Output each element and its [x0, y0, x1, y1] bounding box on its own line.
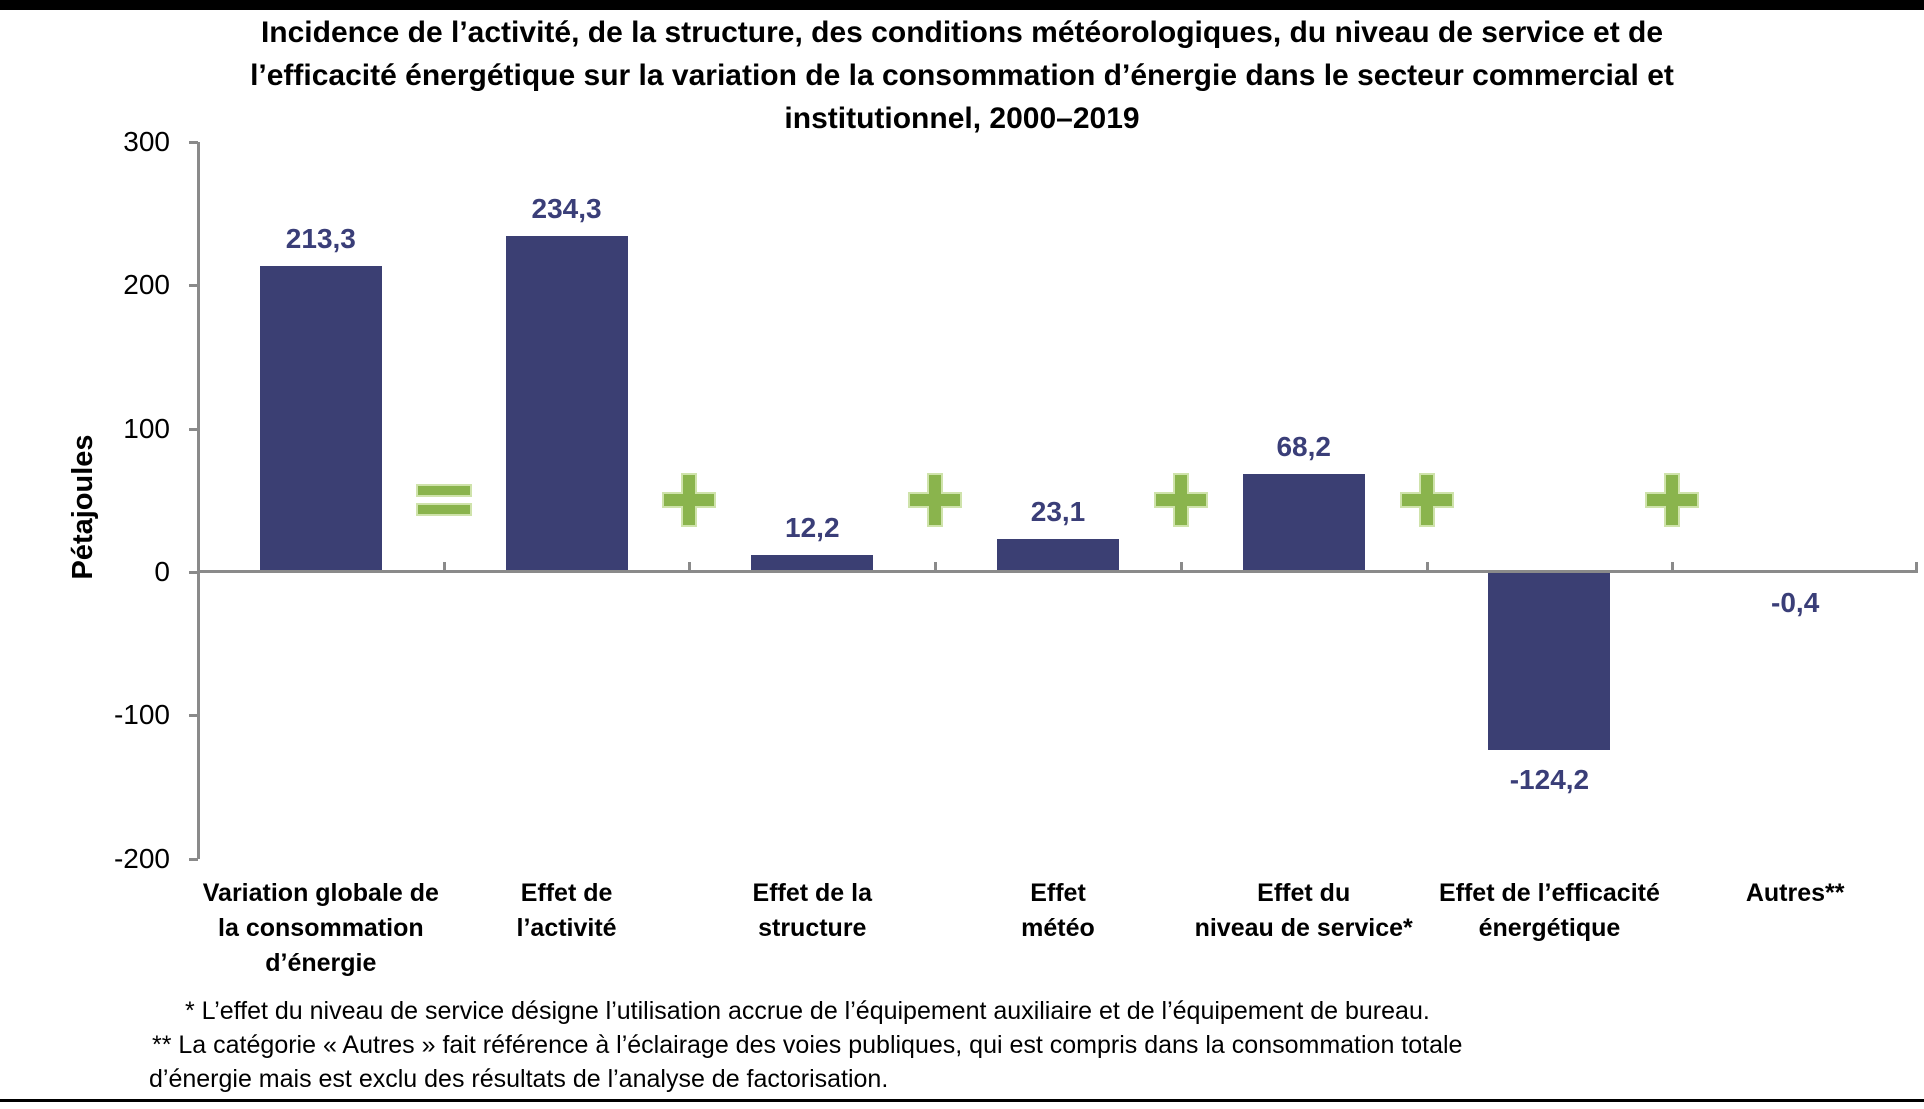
value-label-5: 68,2: [1276, 431, 1331, 463]
y-axis-line: [197, 142, 200, 859]
bar-5: [1242, 474, 1365, 572]
y-axis-title: Pétajoules: [67, 434, 99, 580]
value-label-7: -0,4: [1771, 587, 1820, 618]
x-axis-tick: [442, 562, 446, 572]
footnote-line-1: * L’effet du niveau de service désigne l…: [185, 997, 1430, 1025]
x-axis-tick: [934, 562, 938, 572]
x-axis-line: [197, 570, 1918, 573]
bar-4: [997, 538, 1119, 572]
category-label-6: Effet de l’efficacité: [1438, 879, 1660, 907]
y-axis-tick: [189, 857, 198, 861]
category-label-6: énergétique: [1478, 914, 1621, 942]
x-axis-tick: [1425, 562, 1429, 572]
y-axis-tick: [189, 141, 198, 144]
category-label-5: niveau de service*: [1194, 914, 1413, 942]
category-label-4: météo: [1021, 914, 1095, 942]
equals-bar: [415, 503, 472, 516]
top-border: [0, 0, 1924, 10]
y-tick-label: 100: [123, 412, 170, 444]
value-label-4: 23,1: [1030, 495, 1086, 527]
value-label-6: -124,2: [1509, 764, 1590, 796]
category-label-5: Effet du: [1257, 879, 1351, 907]
footnote-line-2: ** La catégorie « Autres » fait référenc…: [152, 1031, 1463, 1059]
category-label-2: Effet de: [520, 879, 613, 907]
plus-operator-icon: [908, 473, 963, 527]
plus-operator-icon: [1399, 473, 1454, 527]
x-axis-end-tick: [1915, 562, 1918, 572]
y-axis-tick: [189, 284, 198, 288]
category-label-7: Autres**: [1745, 879, 1845, 907]
category-label-2: l’activité: [516, 914, 617, 942]
category-label-4: Effet: [1030, 879, 1086, 907]
category-label-3: Effet de la: [752, 879, 873, 907]
value-label-3: 12,2: [785, 511, 840, 543]
category-label-1: Variation globale de: [202, 879, 439, 907]
plus-operator-icon: [1153, 473, 1208, 527]
bar-1: [259, 266, 382, 572]
y-axis-tick: [189, 427, 198, 431]
category-label-1: la consommation: [218, 914, 424, 942]
bar-3: [751, 554, 874, 572]
equals-bar: [415, 484, 472, 497]
x-axis-tick: [1179, 562, 1183, 572]
y-tick-label: 0: [154, 556, 170, 587]
y-tick-label: 200: [123, 269, 170, 301]
chart-title-line-2: l’efficacité énergétique sur la variatio…: [250, 59, 1674, 92]
chart-title-line-3: institutionnel, 2000–2019: [784, 102, 1140, 135]
y-tick-label: -100: [113, 699, 170, 731]
bar-6: [1488, 572, 1611, 751]
footnote-line-3: d’énergie mais est exclu des résultats d…: [149, 1065, 889, 1093]
plus-operator-icon: [1645, 473, 1700, 527]
bottom-border: [0, 1099, 1924, 1102]
y-axis-tick: [189, 571, 198, 574]
chart-title-line-1: Incidence de l’activité, de la structure…: [260, 16, 1664, 49]
x-axis-tick: [1671, 562, 1675, 572]
chart-title: Incidence de l’activité, de la structure…: [0, 11, 1924, 140]
value-label-2: 234,3: [531, 193, 602, 225]
y-axis-tick: [189, 714, 198, 718]
category-label-3: structure: [758, 914, 867, 942]
x-axis-tick: [688, 562, 692, 572]
y-tick-label: -200: [113, 842, 170, 874]
value-label-1: 213,3: [285, 223, 356, 255]
category-label-1: d’énergie: [265, 949, 377, 977]
bar-2: [505, 236, 628, 572]
y-tick-label: 300: [123, 126, 170, 157]
equals-operator-icon: [415, 484, 472, 516]
plus-operator-icon: [662, 473, 717, 527]
